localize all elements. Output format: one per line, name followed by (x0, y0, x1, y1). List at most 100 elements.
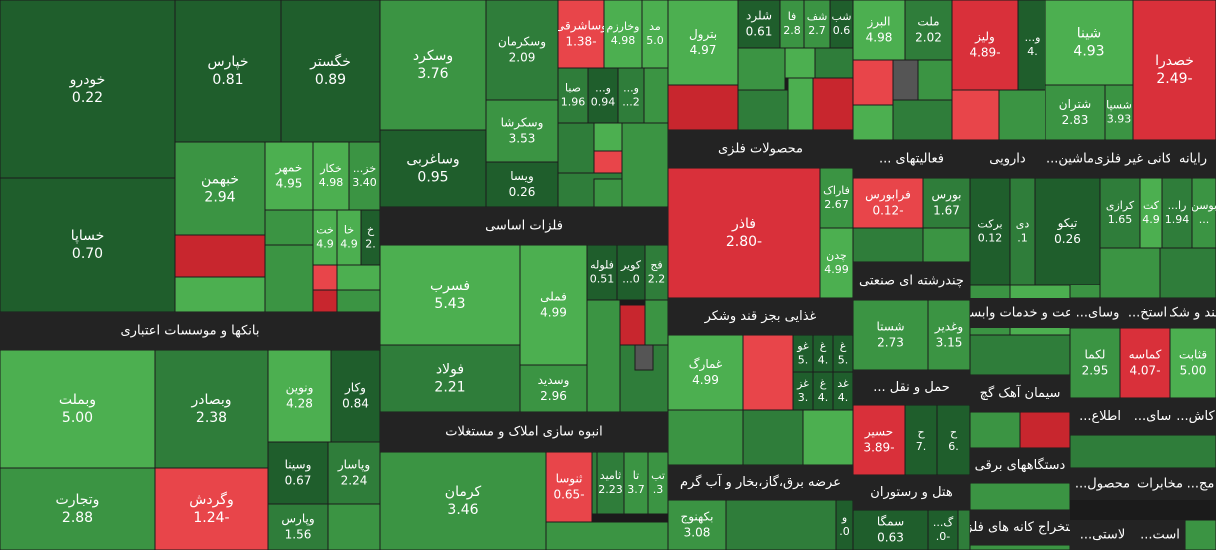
tile-bg (1035, 178, 1100, 285)
sector-header-bg (853, 370, 970, 405)
sector-header-label: هتل و رستوران (870, 485, 953, 500)
sector-header-bg (1135, 468, 1185, 500)
tile (634, 344, 654, 371)
tile-value: 0.81 (212, 72, 243, 88)
tile-name: غمارگ (689, 357, 722, 372)
tile-value: 3.53 (509, 131, 536, 145)
tile (586, 299, 621, 413)
tile-name: فا (788, 10, 797, 23)
sector-header: دستگاههای برقی (970, 448, 1070, 483)
tile: خز...3.40 (349, 142, 380, 210)
tile: خت 4.9 (313, 210, 337, 265)
tile-value: -2.49 (1156, 71, 1192, 87)
tile-value: 0.22 (72, 90, 103, 106)
tile-bg (668, 500, 726, 550)
tile-bg (645, 245, 668, 300)
tile-value: 2.83 (1062, 113, 1089, 127)
tile (892, 59, 919, 101)
tile-name: کرمان (445, 484, 482, 500)
tile-value: 2.94 (204, 190, 235, 206)
tile-name: ولیز (974, 30, 995, 45)
tile-bg (1105, 85, 1133, 140)
tile-bg (0, 468, 155, 550)
tile-bg (155, 350, 268, 468)
sector-header-bg (380, 412, 668, 452)
tile-name: خپارس (208, 54, 249, 70)
tile-bg (337, 210, 361, 265)
tile (922, 227, 971, 263)
tile-bg (0, 350, 155, 468)
tile: فولاد 2.21 (380, 345, 520, 412)
tile-name: البرز (866, 15, 890, 30)
tile (737, 47, 786, 91)
tile: و... 0.94 (588, 68, 618, 123)
sector-header-bg (0, 312, 380, 350)
sector-header: محصولات فلزی (668, 130, 853, 168)
tile (725, 499, 837, 550)
tile-value: 2.96 (540, 389, 567, 403)
tile-name: مد (649, 20, 661, 33)
tile-bg (1045, 0, 1133, 85)
sector-header-label: سیمان آهک گچ (980, 384, 1061, 401)
tile-name: خکار (319, 162, 342, 175)
tile-name: خ (367, 223, 375, 236)
tile-bg (738, 0, 780, 48)
sector-header-bg (668, 130, 853, 168)
tile: خبهمن 2.94 (175, 142, 265, 235)
tile-bg (830, 0, 853, 48)
sector-header: اطلاع... (1070, 398, 1130, 435)
tile (1159, 247, 1216, 299)
tile-name: شسپا (1106, 98, 1132, 111)
sector-header: حمل و نقل ... (853, 370, 970, 405)
sector-header: استخ... (1125, 298, 1170, 328)
tile: خگستر 0.89 (281, 0, 380, 142)
sector-header-bg (853, 262, 970, 300)
tile-value: 2.09 (509, 50, 536, 64)
tile-value: 5.43 (434, 296, 465, 312)
sector-header: فعالیتهای ... (853, 140, 970, 178)
tile-bg (923, 178, 970, 228)
tile-value: 3.7 (627, 483, 645, 496)
tile-bg (380, 245, 520, 345)
tile-name: و... (1025, 31, 1041, 44)
tile: غ.4 (813, 372, 833, 410)
tile-bg (820, 228, 853, 298)
tile-name: بکهنوج (680, 510, 713, 525)
tile-name: کویر (620, 258, 642, 271)
tile-name: برکت (977, 217, 1002, 230)
tile-name: وساغربی (406, 151, 459, 167)
tile-name: بترول (689, 27, 717, 42)
tile-bg (905, 0, 952, 60)
tile-bg (1192, 178, 1216, 248)
tile-value: 0.26 (1054, 232, 1081, 246)
tile-bg (597, 452, 624, 514)
sector-header: فلزات اساسی (380, 207, 668, 245)
tile (644, 299, 669, 346)
tile-value: 2.2 (648, 273, 666, 286)
sector-header: وسای... (1070, 298, 1125, 328)
sector-header: استخراج کانه های فلزی (970, 510, 1070, 545)
tile (264, 244, 314, 313)
tile-bg (617, 245, 645, 300)
tile-bg (1010, 178, 1035, 285)
tile-name: بورس (932, 188, 962, 203)
tile: غ.4 (813, 335, 833, 372)
tile-name: فلوله (590, 258, 614, 271)
tile (312, 264, 338, 291)
tile-value: 2.73 (877, 335, 904, 349)
tile-name: حسیر (864, 425, 893, 440)
tile-bg (952, 0, 1018, 90)
tile: گ...-0. (928, 510, 958, 550)
sector-header-bg (1170, 140, 1216, 178)
tile-value: 1.65 (1108, 213, 1133, 226)
sector-header-label: مج... (1187, 477, 1215, 492)
tile-value: .3 (798, 391, 809, 404)
tile: خساپا 0.70 (0, 178, 175, 312)
tile-name: فملی (540, 290, 567, 304)
tile-name: دی (1016, 217, 1030, 230)
tile (619, 304, 646, 346)
tile-name: وسکرمان (498, 35, 546, 50)
tile-bg (836, 500, 853, 550)
tile (969, 482, 1071, 511)
